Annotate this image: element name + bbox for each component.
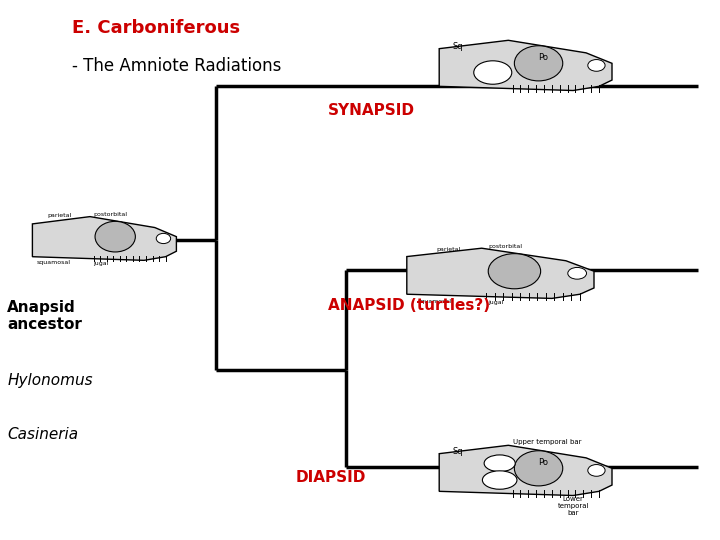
- Ellipse shape: [482, 471, 517, 489]
- Ellipse shape: [95, 221, 135, 252]
- Ellipse shape: [474, 61, 512, 84]
- Polygon shape: [439, 40, 612, 91]
- Ellipse shape: [588, 59, 605, 71]
- Ellipse shape: [514, 451, 563, 486]
- Text: Lower
temporal
bar: Lower temporal bar: [557, 496, 589, 516]
- Ellipse shape: [588, 464, 605, 476]
- Text: Anapsid
ancestor: Anapsid ancestor: [7, 300, 82, 332]
- Text: ANAPSID (turtles?): ANAPSID (turtles?): [328, 298, 490, 313]
- Text: Hylonomus: Hylonomus: [7, 373, 93, 388]
- Polygon shape: [439, 446, 612, 496]
- Text: jugal: jugal: [488, 300, 503, 305]
- Ellipse shape: [488, 254, 541, 289]
- Text: squamosal: squamosal: [37, 260, 71, 265]
- Text: Upper temporal bar: Upper temporal bar: [513, 440, 582, 445]
- Text: Sq: Sq: [453, 42, 464, 51]
- Text: DIAPSID: DIAPSID: [295, 470, 366, 485]
- Text: postorbital: postorbital: [488, 245, 522, 249]
- Ellipse shape: [514, 46, 563, 81]
- Text: jugal: jugal: [93, 261, 109, 267]
- Text: postorbital: postorbital: [93, 212, 127, 217]
- Text: parietal: parietal: [48, 213, 72, 218]
- Text: SYNAPSID: SYNAPSID: [328, 103, 415, 118]
- Polygon shape: [32, 217, 176, 260]
- Text: Po: Po: [538, 457, 548, 467]
- Text: - The Amniote Radiations: - The Amniote Radiations: [72, 57, 282, 75]
- Text: Casineria: Casineria: [7, 427, 78, 442]
- Text: E. Carboniferous: E. Carboniferous: [72, 19, 240, 37]
- Text: squamosal: squamosal: [418, 299, 452, 304]
- Ellipse shape: [156, 233, 171, 244]
- Text: parietal: parietal: [437, 247, 461, 252]
- Polygon shape: [407, 248, 594, 299]
- Ellipse shape: [484, 455, 516, 471]
- Text: Po: Po: [538, 52, 548, 62]
- Ellipse shape: [568, 267, 587, 279]
- Text: Sq: Sq: [453, 447, 464, 456]
